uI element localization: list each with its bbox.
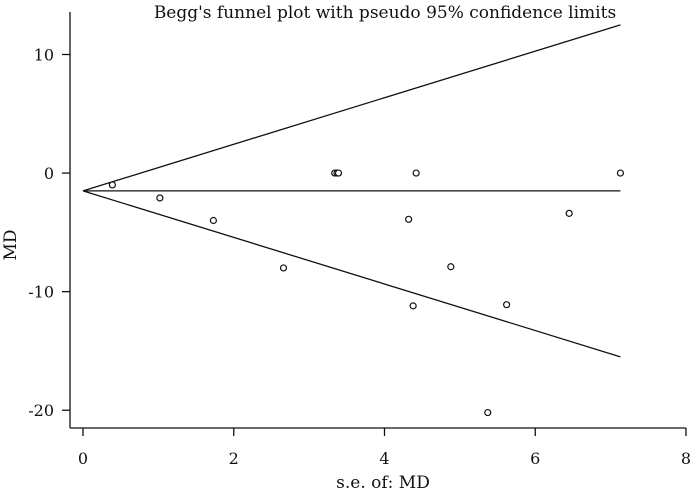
y-tick-label: -10 [28,283,54,302]
data-point [405,215,413,223]
data-point [409,302,417,310]
chart-title: Begg's funnel plot with pseudo 95% confi… [154,3,616,23]
upper-confidence-limit [82,24,621,192]
x-tick-label: 6 [530,449,540,468]
y-tick-label: 10 [34,46,54,65]
data-point [484,408,492,417]
data-point [156,194,164,202]
x-tick-label: 4 [379,449,389,468]
data-point [447,263,455,271]
data-point [334,169,343,177]
data-point [616,169,625,177]
x-tick-label: 2 [229,449,239,468]
x-ticks: 0 2 4 6 8 [78,428,691,468]
data-point [565,209,573,217]
data-points [108,169,625,417]
y-tick-label: 0 [44,164,54,183]
data-point [108,181,116,189]
lower-confidence-limit [82,190,621,358]
x-tick-label: 8 [681,449,691,468]
y-axis-label: MD [1,229,21,260]
x-tick-label: 0 [78,449,88,468]
y-tick-label: -20 [28,401,54,420]
data-point [209,216,217,225]
data-point [503,301,511,309]
data-point [279,264,288,272]
data-point [412,169,420,177]
y-ticks: -20 -10 0 10 [28,46,70,420]
x-axis-label: s.e. of: MD [336,473,430,493]
